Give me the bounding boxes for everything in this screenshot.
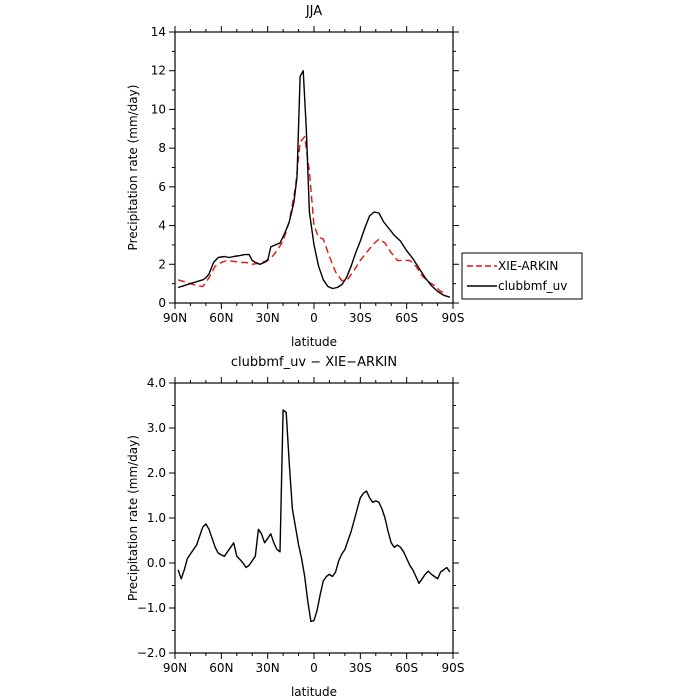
- y-tick-label: −1.0: [137, 601, 166, 615]
- x-tick-label: 60N: [209, 311, 233, 325]
- y-tick-label: −2.0: [137, 646, 166, 660]
- legend: XIE-ARKIN clubbmf_uv: [461, 252, 583, 300]
- x-tick-label: 60S: [395, 311, 418, 325]
- y-tick-label: 0.0: [147, 556, 166, 570]
- x-tick-label: 30S: [349, 661, 372, 675]
- chart-panel-1: JJA 90N 60N 30N 0 30S 60S 90S 0 2 4 6 8 10 12 14 latitud…: [126, 4, 583, 349]
- y-tick-label: 4.0: [147, 376, 166, 390]
- y-tick-label: 3.0: [147, 421, 166, 435]
- y-tick-label: 14: [151, 25, 166, 39]
- series-line-clubbmf-uv: [177, 69, 451, 298]
- series-line-xie-arkin: [177, 135, 448, 294]
- x-tick-label: 0: [310, 661, 318, 675]
- y-tick-label: 1.0: [147, 511, 166, 525]
- chart-title: clubbmf_uv − XIE−ARKIN: [231, 355, 397, 370]
- y-axis-label: Precipitation rate (mm/day): [126, 435, 140, 601]
- x-tick-label: 90S: [442, 311, 465, 325]
- y-tick-label: 2: [158, 257, 166, 271]
- x-tick-label: 90S: [442, 661, 465, 675]
- x-tick-label: 30S: [349, 311, 372, 325]
- legend-box: [461, 252, 583, 300]
- x-tick-label: 60S: [395, 661, 418, 675]
- x-axis-label: latitude: [291, 335, 337, 349]
- y-tick-label: 10: [151, 102, 166, 116]
- x-tick-label: 90N: [163, 661, 187, 675]
- x-axis-label: latitude: [291, 685, 337, 699]
- plot-frame: [174, 382, 454, 654]
- y-tick-label: 0: [158, 296, 166, 310]
- y-tick-label: 12: [151, 64, 166, 78]
- x-tick-label: 30N: [256, 661, 280, 675]
- x-tick-label: 30N: [256, 311, 280, 325]
- x-tick-label: 0: [310, 311, 318, 325]
- legend-label: clubbmf_uv: [498, 279, 567, 293]
- chart-title: JJA: [305, 4, 322, 19]
- y-tick-label: 8: [158, 141, 166, 155]
- y-tick-label: 2.0: [147, 466, 166, 480]
- x-tick-label: 90N: [163, 311, 187, 325]
- chart-panel-2: clubbmf_uv − XIE−ARKIN 90N 60N 30N 0 30S 60S 90…: [126, 355, 464, 699]
- y-axis-label: Precipitation rate (mm/day): [126, 85, 140, 251]
- series-line-1: [177, 409, 451, 623]
- x-tick-label: 60N: [209, 661, 233, 675]
- y-tick-label: 6: [158, 180, 166, 194]
- legend-label: XIE-ARKIN: [498, 259, 558, 273]
- y-tick-label: 4: [158, 219, 166, 233]
